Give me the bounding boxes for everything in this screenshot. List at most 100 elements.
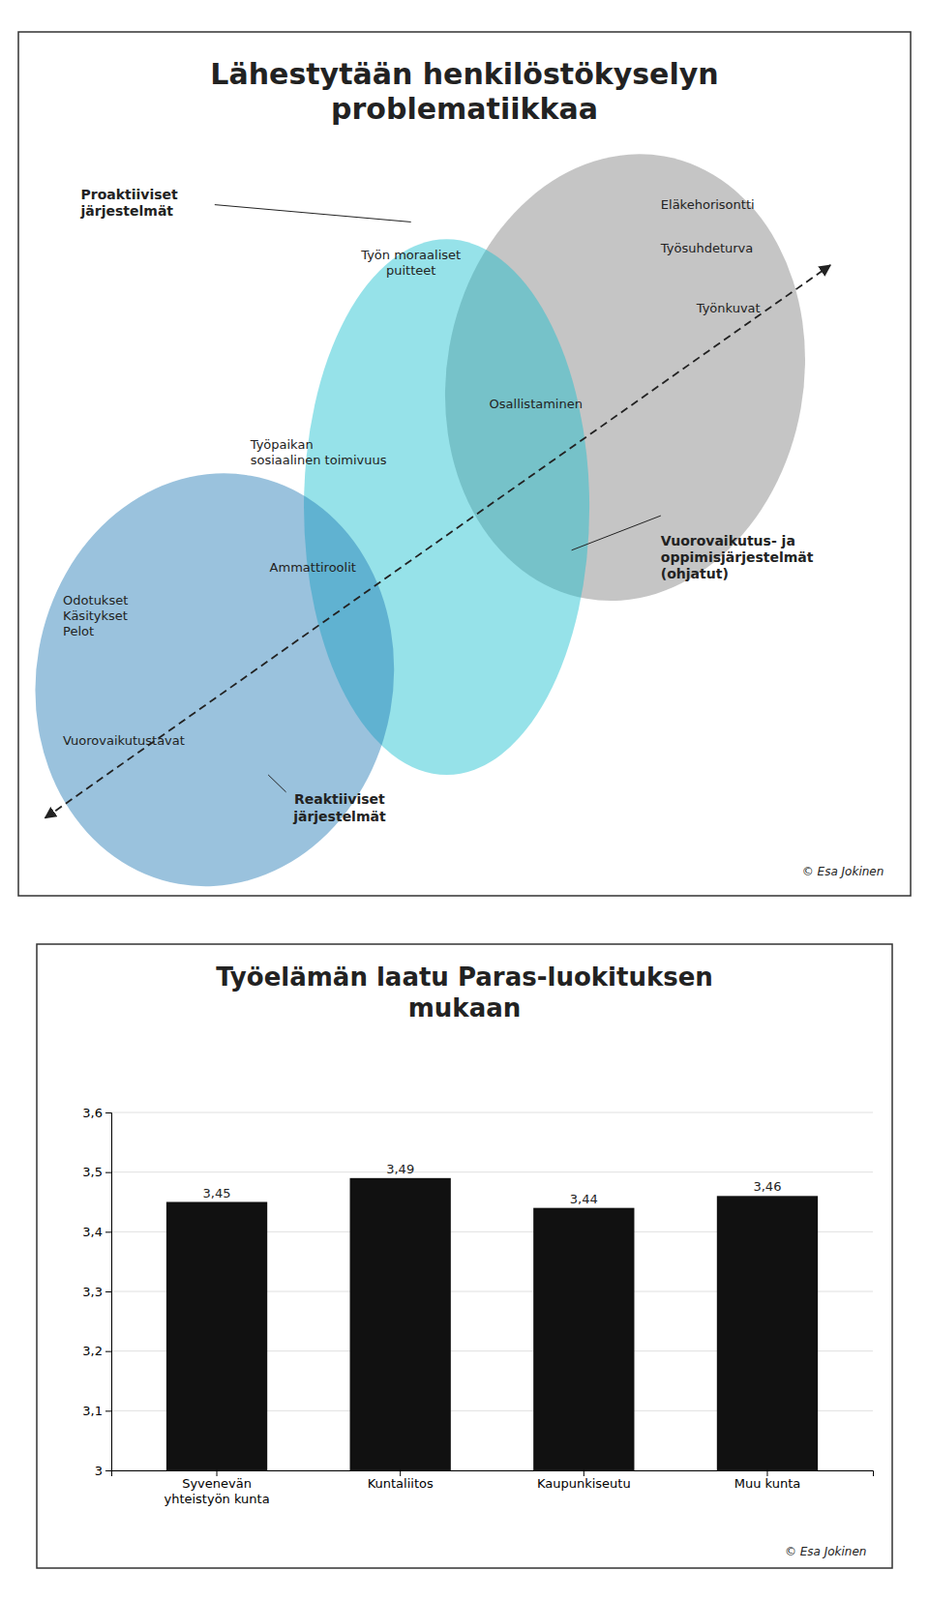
diagram-label: Ammattiroolit xyxy=(269,560,357,575)
leader-line xyxy=(268,775,286,793)
tick: 3,3 xyxy=(82,1285,112,1300)
tick-mark xyxy=(105,1112,112,1114)
diagram-label-line: Reaktiiviset xyxy=(294,791,386,808)
tick-label: Syvenevänyhteistyön kunta xyxy=(163,1476,270,1507)
tick-label: 3,5 xyxy=(82,1165,103,1180)
title-line: Lähestytään henkilöstökyselyn xyxy=(209,57,719,91)
tick: Kuntaliitos xyxy=(367,1470,434,1492)
tick-label: Kuntaliitos xyxy=(367,1476,434,1492)
diagram-label-line: Käsitykset xyxy=(62,608,128,624)
bars xyxy=(166,1178,818,1471)
tick: 3,5 xyxy=(82,1165,112,1180)
plot-area: 3 3,1 3,2 3,3 3,4 3,5 3,6 Syvenevänyhteistyön k… xyxy=(82,1106,873,1507)
tick-mark xyxy=(105,1470,112,1472)
diagram-label-line: (ohjatut) xyxy=(660,566,729,582)
grid-line xyxy=(111,1112,873,1114)
title: Lähestytään henkilöstökyselynproblematii… xyxy=(209,57,719,127)
diagram-label: Reaktiivisetjärjestelmät xyxy=(292,791,387,824)
tick-mark xyxy=(399,1470,401,1477)
tick-mark xyxy=(105,1231,112,1233)
bar xyxy=(717,1196,818,1471)
diagram-label-line: järjestelmät xyxy=(80,203,175,219)
tick: 3,2 xyxy=(82,1344,112,1359)
title: Työelämän laatu Paras-luokituksenmukaan xyxy=(215,962,714,1023)
diagram-label-line: Työsuhdeturva xyxy=(659,240,753,256)
tick-label-line: Kaupunkiseutu xyxy=(537,1476,631,1492)
diagram-label: Työn moraalisetpuitteet xyxy=(359,247,461,278)
tick: Muu kunta xyxy=(734,1470,802,1492)
bar xyxy=(166,1202,268,1472)
bar xyxy=(350,1178,451,1471)
copyright-line: © Esa Jokinen xyxy=(802,865,885,879)
tick-mark xyxy=(583,1470,585,1477)
tick: Kaupunkiseutu xyxy=(537,1470,631,1492)
diagram-label: Työpaikansosiaalinen toimivuus xyxy=(249,437,388,468)
tick-label: Muu kunta xyxy=(734,1476,802,1492)
leader-line xyxy=(571,515,661,551)
data-label: 3,46 xyxy=(752,1179,781,1195)
tick: Syvenevänyhteistyön kunta xyxy=(163,1470,270,1507)
copyright: © Esa Jokinen xyxy=(802,865,885,879)
diagram-label: Osallistaminen xyxy=(489,396,583,412)
tick-label: 3,6 xyxy=(82,1106,103,1121)
tick-mark xyxy=(105,1351,112,1353)
tick-label-line: Kuntaliitos xyxy=(367,1476,434,1492)
tick-label-line: yhteistyön kunta xyxy=(163,1492,270,1507)
diagram-label: Vuorovaikutustavat xyxy=(62,733,185,749)
diagram-label-line: Työnkuvat xyxy=(695,300,761,316)
diagram-label-line: Osallistaminen xyxy=(489,396,583,412)
tick-label: 3,2 xyxy=(82,1344,103,1359)
tick-label: 3,1 xyxy=(82,1404,103,1419)
tick: 3,6 xyxy=(82,1106,112,1121)
diagram-panel: Lähestytään henkilöstökyselynproblematii… xyxy=(2,31,911,916)
diagram-label-line: Työpaikan xyxy=(249,437,314,452)
diagram-label-line: Proaktiiviset xyxy=(81,186,180,203)
diagram-label-line: järjestelmät xyxy=(292,809,387,825)
bar-panel: Työelämän laatu Paras-luokituksenmukaan 3… xyxy=(36,944,893,1569)
tick-label-line: Muu kunta xyxy=(734,1476,802,1492)
diagonal-arrow xyxy=(45,265,831,819)
tick-mark xyxy=(105,1291,112,1293)
tick-label-line: Syvenevän xyxy=(181,1476,252,1492)
diagram-label-line: sosiaalinen toimivuus xyxy=(250,452,388,468)
panel-border xyxy=(36,944,893,1569)
grid-line xyxy=(111,1171,873,1173)
ellipse-blue xyxy=(2,445,427,916)
grid xyxy=(111,1112,873,1471)
tick-label: 3 xyxy=(94,1464,103,1479)
diagram-label-line: Pelot xyxy=(62,624,94,639)
data-label: 3,45 xyxy=(203,1186,232,1201)
tick-label: Kaupunkiseutu xyxy=(537,1476,631,1492)
title-line: mukaan xyxy=(408,993,522,1023)
copyright: © Esa Jokinen xyxy=(784,1545,868,1559)
data-label: 3,44 xyxy=(569,1192,599,1207)
diagram-label-line: Ammattiroolit xyxy=(269,560,357,575)
tick-mark xyxy=(766,1470,768,1477)
diagram-label: Vuorovaikutus- jaoppimisjärjestelmät(ohj… xyxy=(660,533,814,582)
axis-line xyxy=(105,1113,113,1472)
leader-line xyxy=(214,205,412,223)
x-axis: Syvenevänyhteistyön kunta Kuntaliitos Kaup… xyxy=(112,1470,874,1507)
axis-line xyxy=(112,1471,874,1478)
tick: 3,1 xyxy=(82,1404,112,1419)
title-line: Työelämän laatu Paras-luokituksen xyxy=(215,962,714,992)
tick-label: 3,3 xyxy=(82,1285,103,1300)
diagram-label-line: Vuorovaikutus- ja xyxy=(660,533,796,549)
diagram-label-line: Odotukset xyxy=(62,593,128,608)
diagram-label-line: oppimisjärjestelmät xyxy=(660,549,814,566)
diagram-label: Työnkuvat xyxy=(695,300,761,316)
tick-label: 3,4 xyxy=(82,1225,103,1240)
title-line: problematiikkaa xyxy=(330,91,599,126)
diagram-label-line: Vuorovaikutustavat xyxy=(62,733,185,749)
diagram-label: OdotuksetKäsityksetPelot xyxy=(62,593,128,639)
y-axis: 3 3,1 3,2 3,3 3,4 3,5 3,6 xyxy=(82,1106,112,1479)
diagram-label-line: puitteet xyxy=(386,263,436,278)
tick: 3,4 xyxy=(82,1225,112,1240)
diagram-label: Proaktiivisetjärjestelmät xyxy=(80,186,180,219)
data-labels: 3,453,493,443,46 xyxy=(203,1162,782,1207)
diagram-label-line: Eläkehorisontti xyxy=(660,197,755,212)
figure: Lähestytään henkilöstökyselynproblematii… xyxy=(0,0,929,1600)
diagram-label-line: Työn moraaliset xyxy=(359,247,461,263)
diagram-label: Eläkehorisontti xyxy=(660,197,755,212)
tick: 3 xyxy=(94,1464,112,1479)
